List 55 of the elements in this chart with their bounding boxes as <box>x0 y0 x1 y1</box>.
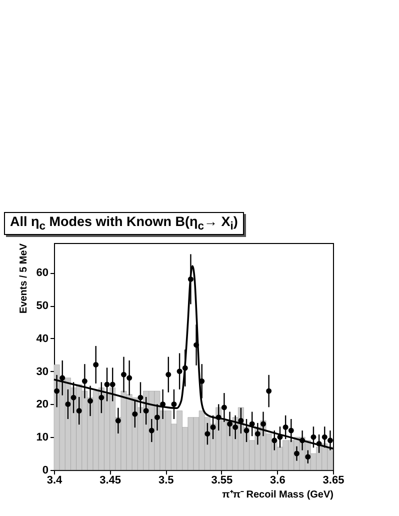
point <box>65 401 71 407</box>
point <box>288 428 294 434</box>
point <box>166 372 172 378</box>
point <box>148 428 154 434</box>
x-tick-label: 3.55 <box>211 474 233 486</box>
point <box>171 401 177 407</box>
point <box>98 394 104 400</box>
point <box>115 418 121 424</box>
chart-title: All η$_{c}$ Modes with Known B(η$_{c}$→ X$_{i}$) <box>4 212 244 235</box>
x-tick-label: 3.45 <box>100 474 122 486</box>
point <box>54 388 60 394</box>
point <box>327 438 333 444</box>
point <box>221 404 227 410</box>
y-tick-label: 40 <box>36 332 48 345</box>
x-tick-label: 3.6 <box>270 474 286 486</box>
point <box>143 408 149 414</box>
y-tick-label: 10 <box>36 432 48 444</box>
point <box>76 408 82 414</box>
point <box>272 438 278 444</box>
point <box>93 362 99 368</box>
x-tick-label: 3.4 <box>46 474 64 486</box>
y-tick-label: 0 <box>42 464 48 476</box>
point <box>154 414 160 420</box>
y-tick-label: 50 <box>36 300 48 312</box>
x-tick-label: 3.5 <box>158 474 174 486</box>
x-axis-title: π⁺π⁻ Recoil Mass (GeV) <box>222 490 334 500</box>
point <box>310 434 316 440</box>
point <box>126 375 132 381</box>
point <box>176 368 182 374</box>
point <box>210 424 216 430</box>
y-axis-title: Events / 5 MeV <box>18 243 30 314</box>
point <box>88 398 94 404</box>
y-tick-label: 20 <box>36 398 48 411</box>
point <box>266 388 272 394</box>
point <box>282 424 288 430</box>
point <box>70 394 76 400</box>
point <box>260 421 266 427</box>
y-tick-label: 60 <box>36 267 48 280</box>
point <box>204 431 210 437</box>
x-tick-label: 3.65 <box>322 474 344 486</box>
point <box>305 454 311 460</box>
point <box>232 424 238 430</box>
point <box>322 434 328 440</box>
point <box>82 378 88 384</box>
point <box>138 394 144 400</box>
y-tick-label: 30 <box>36 366 48 378</box>
point <box>121 372 126 378</box>
point <box>227 421 233 427</box>
point <box>60 375 66 381</box>
point <box>104 382 110 388</box>
point <box>294 450 300 456</box>
point <box>244 428 250 434</box>
point <box>254 431 260 437</box>
point <box>132 411 138 417</box>
point <box>110 382 116 388</box>
